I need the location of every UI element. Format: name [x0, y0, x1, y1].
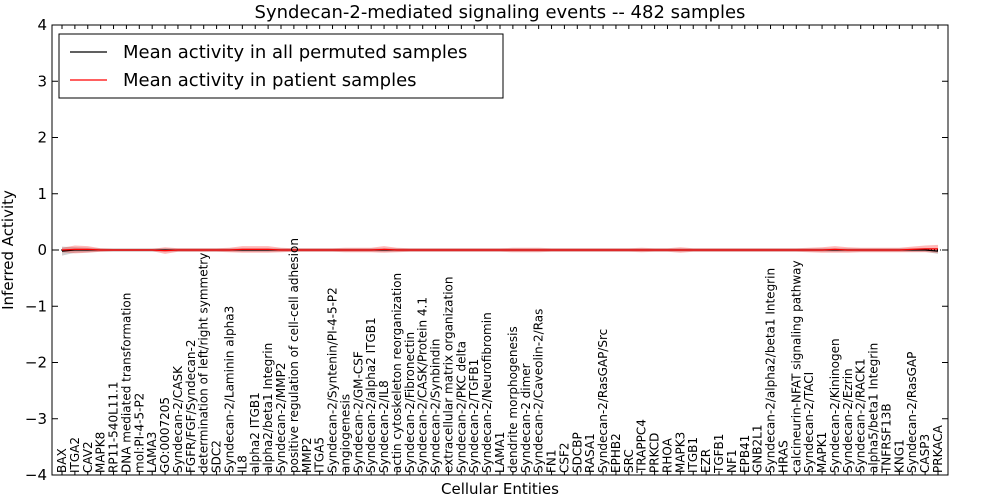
x-category-label: Syndecan-2/RasGAP/Src — [596, 329, 610, 473]
x-category-label: IL8 — [235, 455, 249, 473]
x-category-label: Syndecan-2/GM-CSF — [351, 351, 365, 473]
legend: Mean activity in all permuted samples Me… — [58, 33, 504, 99]
x-category-label: FGFR/FGF/Syndecan-2 — [184, 340, 198, 473]
x-category-label: DNA mediated transformation — [119, 293, 133, 473]
x-category-label: MAPK3 — [673, 432, 687, 473]
x-category-label: Syndecan-2/Caveolin-2/Ras — [532, 309, 546, 473]
x-category-label: TRAPPC4 — [635, 419, 649, 474]
legend-frame — [58, 33, 504, 99]
x-category-label: Syndecan-2/MMP2 — [274, 363, 288, 473]
x-category-label: Syndecan-2 dimer — [519, 363, 533, 473]
x-category-label: alpha5/beta1 Integrin — [867, 343, 881, 473]
x-category-label: ITGB1 — [686, 437, 700, 473]
x-category-label: angiogenesis — [338, 394, 352, 473]
x-category-label: LAMA3 — [145, 432, 159, 473]
x-category-label: TNFRSF13B — [880, 403, 894, 474]
y-tick-label: −2 — [25, 354, 47, 372]
x-category-label: mol:PI-4-5-P2 — [132, 393, 146, 473]
legend-label-patient: Mean activity in patient samples — [123, 70, 417, 91]
x-category-label: Syndecan-2/TACI — [802, 372, 816, 473]
x-category-label: Syndecan-2/Fibronectin — [403, 332, 417, 473]
x-category-label: EPHB2 — [609, 433, 623, 473]
x-category-label: extracellular matrix organization — [442, 277, 456, 474]
y-tick-label: 0 — [37, 241, 47, 259]
x-category-label: LAMA1 — [493, 432, 507, 473]
x-category-label: Syndecan-2/IL8 — [377, 380, 391, 473]
plot-area: 4 3 2 1 0 −1 −2 −3 −4 BAXITGA2CAV2MAPK8RP11-540L1… — [25, 16, 949, 484]
x-category-label: Syndecan-2/alpha2/beta1 Integrin — [764, 268, 778, 473]
x-category-label: RHOA — [661, 437, 675, 473]
x-category-label: Syndecan-2/PKC delta — [454, 341, 468, 473]
series-band-0 — [62, 246, 938, 256]
x-category-label: CASP3 — [918, 434, 932, 473]
x-category-label: SRC — [622, 449, 636, 473]
plot-frame — [51, 24, 949, 476]
x-category-label: HRAS — [776, 440, 790, 473]
x-category-label: GO:0007205 — [158, 397, 172, 473]
x-category-label: positive regulation of cell-cell adhesio… — [287, 238, 301, 473]
x-category-label: Syndecan-2/CASK/Protein 4.1 — [416, 297, 430, 473]
x-category-label: FN1 — [545, 449, 559, 473]
x-category-label: alpha2/beta1 Integrin — [261, 343, 275, 473]
y-tick-label: 3 — [37, 72, 47, 90]
x-category-label: Syndecan-2/RACK1 — [854, 358, 868, 473]
legend-label-permuted: Mean activity in all permuted samples — [123, 42, 467, 63]
x-category-label: Syndecan-2/TGFB1 — [467, 359, 481, 473]
x-category-label: MAPK1 — [815, 432, 829, 473]
y-tick-label: −3 — [25, 410, 47, 428]
x-category-label: SDC2 — [210, 440, 224, 473]
y-tick-label: 4 — [37, 16, 47, 34]
x-category-label: alpha2 ITGB1 — [248, 392, 262, 473]
x-category-label: Syndecan-2/Ezrin — [841, 368, 855, 473]
x-category-label: SDCBP — [570, 432, 584, 473]
x-category-label: CAV2 — [81, 441, 95, 473]
x-category-label: BAX — [55, 448, 69, 473]
x-category-label: TGFB1 — [712, 434, 726, 474]
x-category-label: determination of left/right symmetry — [197, 253, 211, 473]
x-category-label: Syndecan-2/Neurofibromin — [480, 312, 494, 473]
x-category-label: RP11-540L11.1 — [107, 382, 121, 473]
x-category-label: CSF2 — [557, 442, 571, 473]
x-category-label: PRKACA — [931, 424, 945, 473]
x-category-label: MMP2 — [300, 437, 314, 473]
x-category-label: PRKCD — [648, 433, 662, 473]
x-axis-label: Cellular Entities — [441, 480, 559, 498]
x-category-label: Syndecan-2/RasGAP — [905, 352, 919, 473]
x-category-label: Syndecan-2/Syntenin/PI-4-5-P2 — [326, 287, 340, 473]
x-category-label: EPB41 — [738, 435, 752, 473]
x-category-label: KNG1 — [892, 439, 906, 473]
x-category-label: RASA1 — [583, 433, 597, 473]
y-tick-label: −1 — [25, 297, 47, 315]
x-category-label: calcineurin-NFAT signaling pathway — [789, 260, 803, 473]
x-category-label: NF1 — [725, 449, 739, 473]
x-category-label: actin cytoskeleton reorganization — [390, 273, 404, 473]
series-line-1 — [61, 248, 938, 252]
x-category-label: Syndecan-2/Synbindin — [429, 339, 443, 473]
x-category-label: EZR — [699, 449, 713, 473]
x-category-label: Syndecan-2/alpha2 ITGB1 — [364, 317, 378, 473]
chart-title: Syndecan-2-mediated signaling events -- … — [255, 2, 746, 23]
x-category-label: Syndecan-2/Kininogen — [828, 338, 842, 473]
x-category-label: ITGA2 — [68, 437, 82, 473]
x-category-label: ITGA5 — [313, 437, 327, 473]
x-category-label: MAPK8 — [94, 432, 108, 473]
y-tick-label: 1 — [37, 185, 47, 203]
y-tick-label: −4 — [25, 466, 47, 484]
y-tick-label: 2 — [37, 129, 47, 147]
x-category-label: dendrite morphogenesis — [506, 326, 520, 473]
x-category-label: Syndecan-2/CASK — [171, 365, 185, 473]
x-category-label: GNB2L1 — [751, 425, 765, 473]
y-axis-label: Inferred Activity — [0, 190, 17, 310]
x-category-label: Syndecan-2/Laminin alpha3 — [223, 306, 237, 473]
